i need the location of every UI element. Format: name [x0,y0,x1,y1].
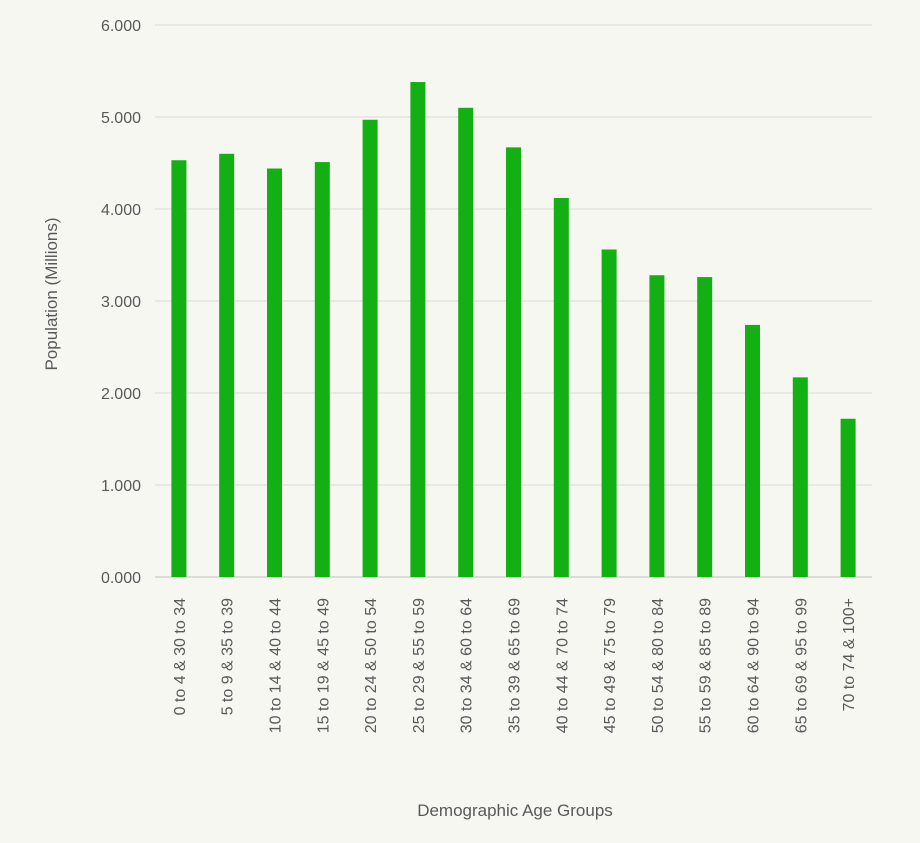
x-tick-label: 70 to 74 & 100+ [841,598,858,711]
x-tick-label: 65 to 69 & 95 to 99 [793,598,810,733]
x-tick-label: 5 to 9 & 35 to 39 [220,598,237,716]
x-axis-ticks: 0 to 4 & 30 to 34 5 to 9 & 35 to 39 10 to … [172,598,858,733]
x-tick-label: 0 to 4 & 30 to 34 [172,598,189,716]
y-axis-ticks: 0.000 1.000 2.000 3.000 4.000 5.000 6.000 [101,18,141,587]
x-tick-label: 25 to 29 & 55 to 59 [411,598,428,733]
y-tick-label: 5.000 [101,110,141,127]
bar [219,153,235,578]
y-tick-label: 0.000 [101,570,141,587]
bar [171,160,187,578]
bar [506,147,521,578]
bar [267,168,282,577]
x-tick-label: 50 to 54 & 80 to 84 [650,598,667,733]
bar [314,162,330,577]
x-tick-label: 15 to 19 & 45 to 49 [315,598,332,733]
y-tick-label: 3.000 [101,294,141,311]
bar [840,418,856,577]
x-tick-label: 55 to 59 & 85 to 89 [698,598,715,733]
bar [697,277,713,577]
bar [458,107,474,578]
bar [792,377,808,577]
x-tick-label: 20 to 24 & 50 to 54 [363,598,380,733]
bar [649,275,665,577]
x-tick-label: 40 to 44 & 70 to 74 [554,598,571,733]
x-tick-label: 45 to 49 & 75 to 79 [602,598,619,733]
bar [745,324,760,577]
x-tick-label: 10 to 14 & 40 to 44 [268,598,285,733]
bar [362,119,378,577]
x-tick-label: 60 to 64 & 90 to 94 [746,598,763,733]
y-tick-label: 2.000 [101,386,141,403]
x-tick-label: 30 to 34 & 60 to 64 [459,598,476,733]
bar [553,197,569,577]
bar [601,249,617,578]
bars [171,82,856,578]
y-tick-label: 4.000 [101,202,141,219]
y-tick-label: 1.000 [101,478,141,495]
y-tick-label: 6.000 [101,18,141,35]
y-axis-title: Population (Millions) [42,217,61,370]
x-axis-title: Demographic Age Groups [417,801,613,820]
bar [410,82,426,577]
x-tick-label: 35 to 39 & 65 to 69 [507,598,524,733]
